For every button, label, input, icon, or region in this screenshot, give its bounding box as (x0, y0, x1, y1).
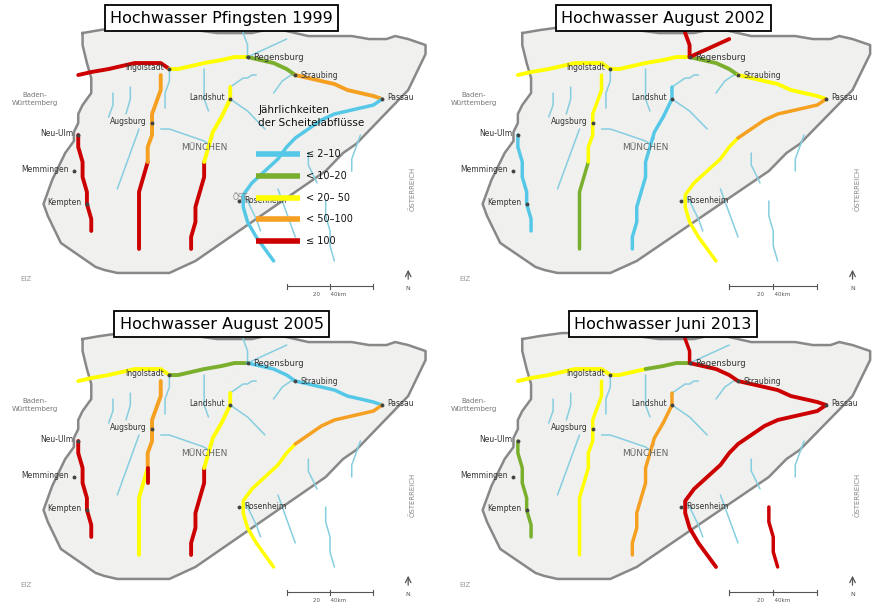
Text: Kempten: Kempten (48, 198, 82, 207)
Text: Straubing: Straubing (300, 376, 338, 386)
Text: EIZ: EIZ (460, 276, 470, 282)
Text: Passau: Passau (831, 93, 858, 102)
Text: ÖSTERREICH: ÖSTERREICH (853, 167, 860, 211)
Polygon shape (483, 27, 870, 273)
Text: 20      40km: 20 40km (757, 598, 790, 603)
Text: Kempten: Kempten (487, 504, 521, 513)
Text: Regensburg: Regensburg (695, 359, 745, 368)
Text: Ingolstadt: Ingolstadt (126, 369, 164, 378)
Text: Regensburg: Regensburg (695, 53, 745, 62)
Text: Straubing: Straubing (300, 70, 338, 80)
Text: Rosenheim: Rosenheim (686, 502, 728, 512)
Text: Augsburg: Augsburg (551, 423, 587, 431)
Text: Baden-
Württemberg: Baden- Württemberg (451, 398, 497, 412)
Text: Augsburg: Augsburg (110, 423, 147, 431)
Text: Hochwasser August 2002: Hochwasser August 2002 (561, 10, 766, 26)
Text: Regensburg: Regensburg (253, 359, 303, 368)
Text: N: N (406, 592, 410, 597)
Text: Memmingen: Memmingen (461, 471, 509, 480)
Text: Memmingen: Memmingen (21, 165, 69, 174)
Text: Neu-Ulm: Neu-Ulm (40, 435, 73, 444)
Text: Regensburg: Regensburg (253, 53, 303, 62)
Text: Passau: Passau (831, 399, 858, 408)
Text: Straubing: Straubing (743, 376, 781, 386)
Text: Hochwasser Juni 2013: Hochwasser Juni 2013 (574, 316, 752, 332)
Text: 20      40km: 20 40km (314, 292, 346, 297)
Text: MÜNCHEN: MÜNCHEN (622, 449, 669, 458)
Text: EIZ: EIZ (460, 582, 470, 588)
Text: Rosenheim: Rosenheim (244, 196, 286, 206)
Text: Ingolstadt: Ingolstadt (566, 63, 605, 72)
Text: Landshut: Landshut (190, 399, 225, 408)
Text: Augsburg: Augsburg (551, 117, 587, 125)
Text: ÖSTERREICH: ÖSTERREICH (409, 473, 416, 517)
Text: Kempten: Kempten (48, 504, 82, 513)
Text: Passau: Passau (387, 399, 414, 408)
Text: Augsburg: Augsburg (110, 117, 147, 125)
Text: Landshut: Landshut (190, 93, 225, 102)
Text: Memmingen: Memmingen (461, 165, 509, 174)
Text: Baden-
Württemberg: Baden- Württemberg (451, 92, 497, 106)
Text: Baden-
Württemberg: Baden- Württemberg (12, 398, 58, 412)
Text: Landshut: Landshut (631, 399, 666, 408)
Text: Rosenheim: Rosenheim (244, 502, 286, 512)
Text: Baden-
Württemberg: Baden- Württemberg (12, 92, 58, 106)
Polygon shape (43, 27, 425, 273)
Text: Straubing: Straubing (743, 70, 781, 80)
Text: Ingolstadt: Ingolstadt (566, 369, 605, 378)
Text: EIZ: EIZ (20, 276, 32, 282)
Text: ≤ 2–10: ≤ 2–10 (307, 149, 341, 160)
Text: MÜNCHEN: MÜNCHEN (181, 449, 228, 458)
Polygon shape (483, 333, 870, 579)
Text: Neu-Ulm: Neu-Ulm (479, 435, 513, 444)
Text: Landshut: Landshut (631, 93, 666, 102)
Text: < 20– 50: < 20– 50 (307, 193, 350, 203)
Text: Neu-Ulm: Neu-Ulm (479, 129, 513, 138)
Text: Ingolstadt: Ingolstadt (126, 63, 164, 72)
Text: 20      40km: 20 40km (757, 292, 790, 297)
Text: ÖSTERREICH: ÖSTERREICH (853, 473, 860, 517)
Text: Rosenheim: Rosenheim (686, 196, 728, 206)
Text: 20      40km: 20 40km (314, 598, 346, 603)
Text: Neu-Ulm: Neu-Ulm (40, 129, 73, 138)
Text: ÖST: ÖST (232, 193, 247, 202)
Text: MÜNCHEN: MÜNCHEN (181, 143, 228, 152)
Text: Hochwasser Pfingsten 1999: Hochwasser Pfingsten 1999 (110, 10, 333, 26)
Text: ≤ 100: ≤ 100 (307, 236, 336, 246)
Text: N: N (851, 286, 855, 291)
Text: Memmingen: Memmingen (21, 471, 69, 480)
Text: MÜNCHEN: MÜNCHEN (622, 143, 669, 152)
Text: EIZ: EIZ (20, 582, 32, 588)
Text: Jährlichkeiten
der Scheitelabflüsse: Jährlichkeiten der Scheitelabflüsse (259, 105, 365, 127)
Polygon shape (43, 333, 425, 579)
Text: Hochwasser August 2005: Hochwasser August 2005 (120, 316, 323, 332)
Text: < 10–20: < 10–20 (307, 171, 347, 181)
Text: ÖSTERREICH: ÖSTERREICH (409, 167, 416, 211)
Text: Passau: Passau (387, 93, 414, 102)
Text: N: N (406, 286, 410, 291)
Text: N: N (851, 592, 855, 597)
Text: < 50–100: < 50–100 (307, 214, 353, 224)
Text: Kempten: Kempten (487, 198, 521, 207)
